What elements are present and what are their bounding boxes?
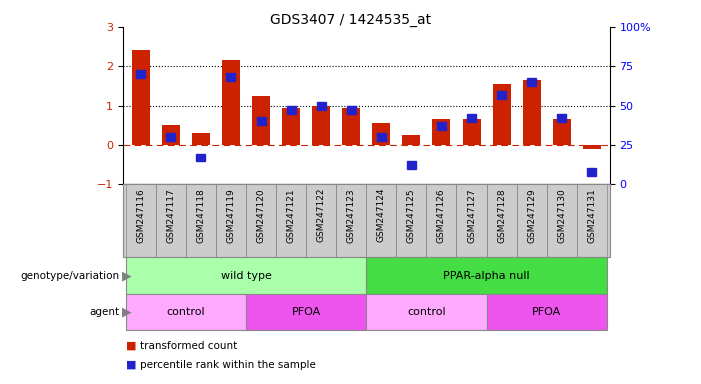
Text: GSM247120: GSM247120 [257, 188, 266, 243]
Bar [312, 106, 330, 145]
Text: GSM247131: GSM247131 [587, 188, 597, 243]
Text: ▶: ▶ [122, 306, 132, 318]
Bar [402, 135, 421, 145]
Text: control: control [407, 307, 446, 317]
Bar [577, 184, 607, 257]
Text: GSM247116: GSM247116 [136, 188, 145, 243]
Bar [246, 294, 367, 330]
Bar [486, 294, 607, 330]
Bar [342, 108, 360, 145]
Text: GSM247124: GSM247124 [377, 188, 386, 242]
Bar [252, 96, 270, 145]
Bar [433, 119, 451, 145]
Text: PFOA: PFOA [532, 307, 562, 317]
Bar [493, 84, 510, 145]
Bar [317, 102, 326, 109]
Bar [587, 168, 597, 175]
Bar [162, 125, 180, 145]
Bar [517, 184, 547, 257]
Bar [396, 184, 426, 257]
Bar [186, 184, 216, 257]
Text: ■: ■ [126, 360, 137, 370]
Text: PPAR-alpha null: PPAR-alpha null [443, 270, 530, 281]
Bar [367, 184, 396, 257]
Bar [527, 78, 536, 86]
Bar [226, 73, 236, 81]
Text: genotype/variation: genotype/variation [20, 270, 119, 281]
Bar [367, 294, 486, 330]
Bar [497, 91, 506, 99]
Bar [583, 145, 601, 149]
Bar [336, 184, 367, 257]
Bar [372, 123, 390, 145]
Bar [166, 133, 175, 141]
Text: GSM247129: GSM247129 [527, 188, 536, 243]
Text: GSM247118: GSM247118 [196, 188, 205, 243]
Text: percentile rank within the sample: percentile rank within the sample [140, 360, 316, 370]
Bar [463, 119, 481, 145]
Bar [276, 184, 306, 257]
Bar [156, 184, 186, 257]
Bar [257, 118, 266, 125]
Bar [486, 184, 517, 257]
Bar [467, 114, 476, 122]
Text: GDS3407 / 1424535_at: GDS3407 / 1424535_at [270, 13, 431, 27]
Bar [377, 133, 386, 141]
Text: GSM247117: GSM247117 [166, 188, 175, 243]
Text: PFOA: PFOA [292, 307, 321, 317]
Bar [552, 119, 571, 145]
Text: ■: ■ [126, 341, 137, 351]
Bar [557, 114, 566, 122]
Bar [216, 184, 246, 257]
Bar [125, 184, 156, 257]
Text: agent: agent [89, 307, 119, 317]
Text: GSM247125: GSM247125 [407, 188, 416, 243]
Text: transformed count: transformed count [140, 341, 238, 351]
Text: GSM247126: GSM247126 [437, 188, 446, 243]
Bar [547, 184, 577, 257]
Bar [287, 106, 296, 114]
Bar [306, 184, 336, 257]
Text: GSM247119: GSM247119 [226, 188, 236, 243]
Bar [196, 154, 205, 162]
Bar [456, 184, 486, 257]
Text: GSM247121: GSM247121 [287, 188, 296, 243]
Text: wild type: wild type [221, 270, 271, 281]
Bar [125, 257, 367, 294]
Text: GSM247128: GSM247128 [497, 188, 506, 243]
Bar [192, 133, 210, 145]
Text: ▶: ▶ [122, 269, 132, 282]
Bar [523, 80, 540, 145]
Text: GSM247122: GSM247122 [317, 188, 326, 242]
Bar [407, 162, 416, 169]
Bar [125, 294, 246, 330]
Bar [132, 50, 150, 145]
Text: GSM247127: GSM247127 [467, 188, 476, 243]
Bar [282, 108, 300, 145]
Bar [426, 184, 456, 257]
Text: GSM247130: GSM247130 [557, 188, 566, 243]
Bar [367, 257, 607, 294]
Bar [347, 106, 355, 114]
Bar [437, 122, 446, 130]
Text: GSM247123: GSM247123 [347, 188, 355, 243]
Bar [246, 184, 276, 257]
Bar [136, 70, 145, 78]
Text: control: control [167, 307, 205, 317]
Bar [222, 60, 240, 145]
